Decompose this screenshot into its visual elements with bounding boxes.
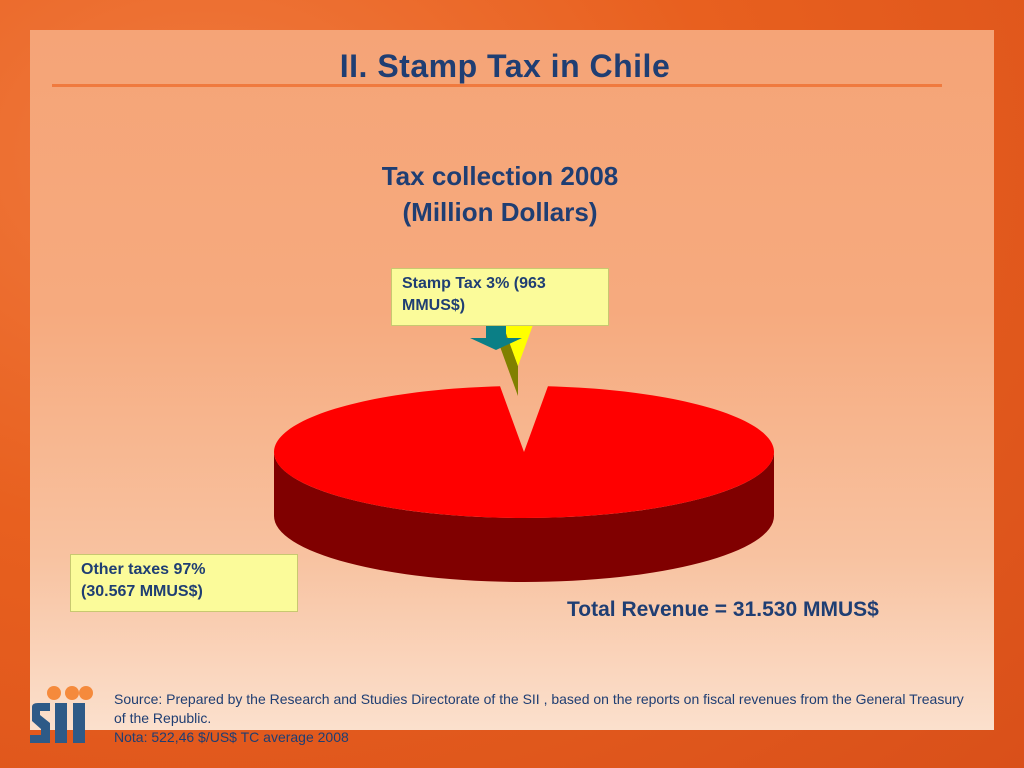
slide-title: II. Stamp Tax in Chile xyxy=(339,48,671,84)
pie-slice-other xyxy=(274,386,774,518)
pie-slice-other-side xyxy=(274,452,774,582)
footer-source: Source: Prepared by the Research and Stu… xyxy=(114,690,974,747)
other-taxes-label-line2: (30.567 MMUS$) xyxy=(81,583,203,600)
exchange-note: Nota: 522,46 $/US$ TC average 2008 xyxy=(114,729,349,745)
chart-title-line1: Tax collection 2008 xyxy=(381,161,619,191)
title-divider xyxy=(52,84,942,87)
chart-title-line2: (Million Dollars) xyxy=(402,197,598,227)
other-taxes-label: Other taxes 97% (30.567 MMUS$) xyxy=(70,554,298,612)
chart-title: Tax collection 2008 (Million Dollars) xyxy=(300,158,700,230)
other-taxes-label-line1: Other taxes 97% xyxy=(81,561,206,578)
sii-logo-icon xyxy=(30,686,93,743)
stamp-tax-label: Stamp Tax 3% (963 MMUS$) xyxy=(391,268,609,326)
arrow-icon xyxy=(470,318,522,350)
total-revenue: Total Revenue = 31.530 MMUS$ xyxy=(567,598,879,621)
slide-panel xyxy=(30,30,994,730)
source-note: Source: Prepared by the Research and Stu… xyxy=(114,691,964,726)
sii-logo xyxy=(28,685,94,752)
